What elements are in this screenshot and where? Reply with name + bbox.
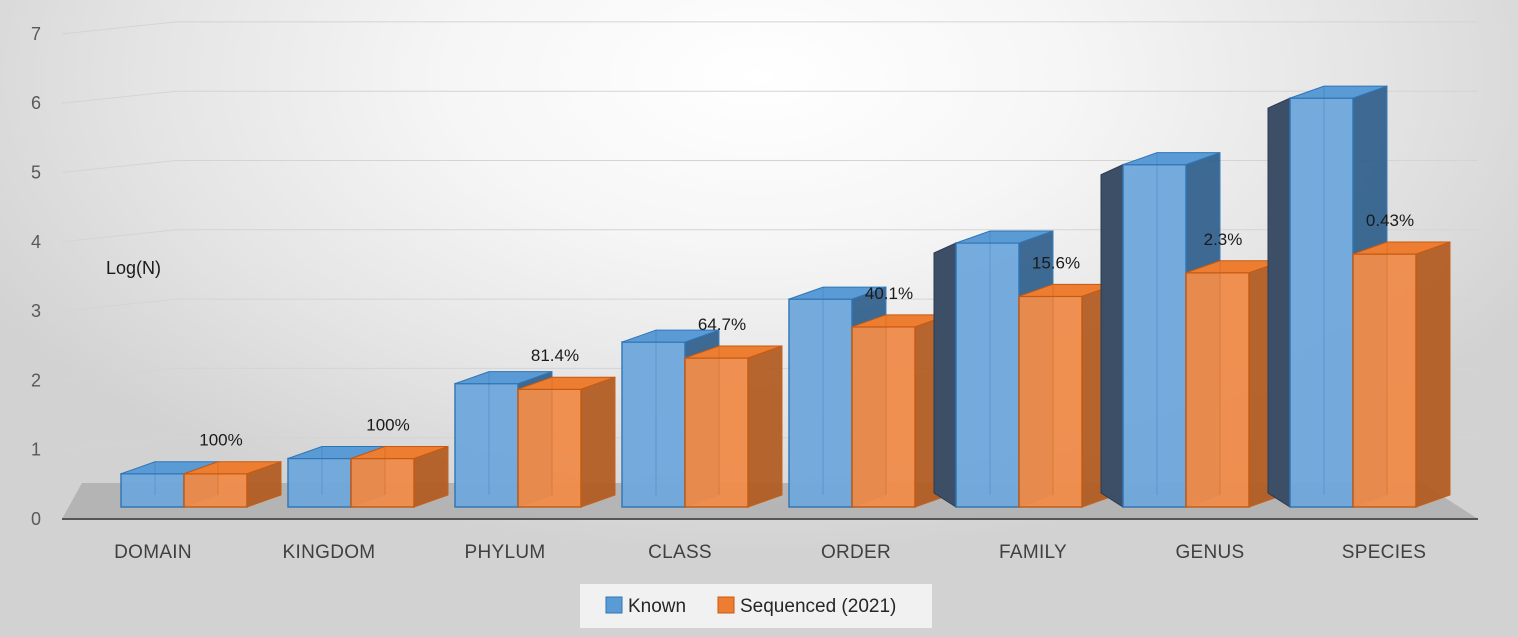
data-labels: 100% 100% 81.4% 64.7% 40.1% 15.6% 2.3% 0.43% [199,211,1414,450]
gridline-diag-2 [61,367,177,381]
gridline-diag-5 [61,160,177,173]
y-axis-ticks: 0 1 2 3 4 5 6 7 [31,24,41,529]
legend-swatch-known [605,596,623,614]
y-tick-label: 2 [31,370,41,390]
category-label-family: FAMILY [999,542,1067,563]
bar-sequenced-phylum [517,376,616,508]
gridline-diag-6 [61,90,177,104]
category-label-genus: GENUS [1175,542,1244,563]
data-label-domain: 100% [199,431,242,450]
gridline-diag-3 [61,298,177,312]
data-label-class: 64.7% [698,315,746,334]
legend-box [580,584,932,628]
data-label-kingdom: 100% [366,415,409,434]
bar-sequenced-species [1352,241,1451,508]
bar-sequenced-domain [183,461,282,508]
legend-label-known: Known [628,596,686,617]
x-axis-categories: DOMAIN KINGDOM PHYLUM CLASS ORDER FAMILY GENUS… [114,542,1426,563]
category-label-kingdom: KINGDOM [283,542,376,563]
data-label-phylum: 81.4% [531,346,579,365]
legend-label-sequenced: Sequenced (2021) [740,596,896,617]
y-tick-label: 3 [31,301,41,321]
y-tick-label: 4 [31,232,41,252]
data-label-species: 0.43% [1366,211,1414,230]
y-tick-label: 1 [31,440,41,460]
gridline-diag-1 [61,437,177,451]
legend-swatch-sequenced [717,596,735,614]
gridline-diag-4 [61,229,177,243]
y-tick-label: 0 [31,509,41,529]
legend: Known Sequenced (2021) [580,584,932,628]
category-label-species: SPECIES [1342,542,1426,563]
data-label-order: 40.1% [865,284,913,303]
y-tick-label: 7 [31,24,41,44]
category-label-domain: DOMAIN [114,542,192,563]
bars [120,85,1451,508]
y-tick-label: 6 [31,93,41,113]
y-tick-label: 5 [31,163,41,183]
y-axis-label: Log(N) [106,258,161,278]
bar-sequenced-class [684,345,783,508]
bar-sequenced-kingdom [350,445,449,508]
category-label-class: CLASS [648,542,712,563]
category-label-order: ORDER [821,542,891,563]
gridline-diag-7 [61,21,177,35]
category-label-phylum: PHYLUM [465,542,546,563]
data-label-genus: 2.3% [1204,230,1243,249]
data-label-family: 15.6% [1032,253,1080,272]
